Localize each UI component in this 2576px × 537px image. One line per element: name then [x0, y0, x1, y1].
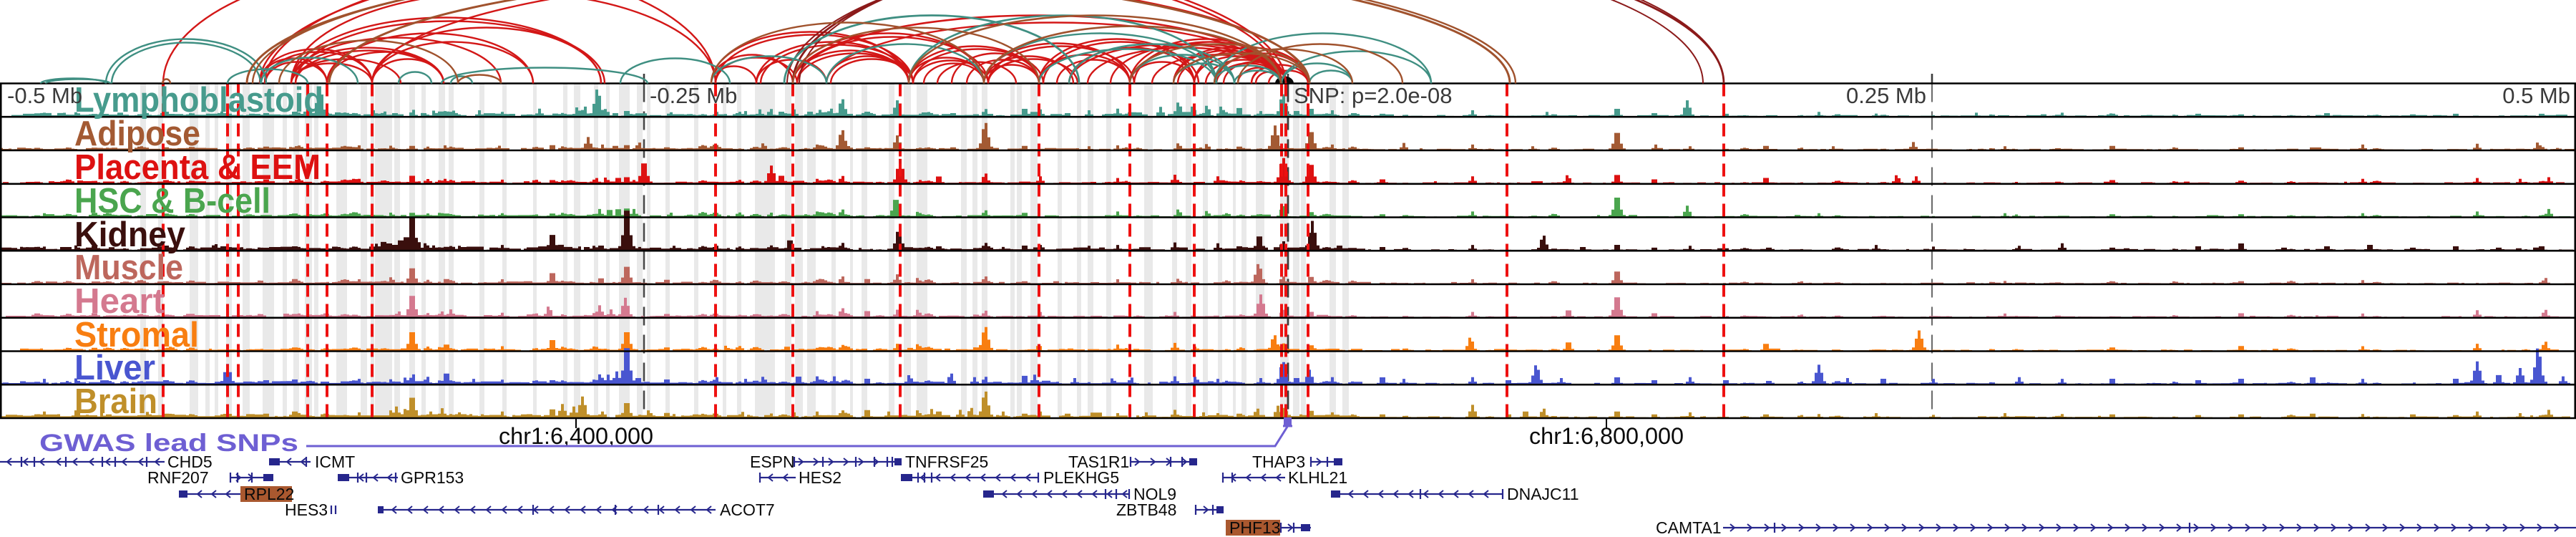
svg-text:DNAJC11: DNAJC11 — [1507, 485, 1579, 503]
svg-text:-0.25 Mb: -0.25 Mb — [650, 83, 737, 108]
svg-text:PLEKHG5: PLEKHG5 — [1043, 468, 1119, 487]
svg-text:Heart: Heart — [74, 282, 165, 321]
svg-text:HES3: HES3 — [285, 500, 328, 519]
svg-text:Stromal: Stromal — [74, 316, 199, 354]
svg-text:Placenta & EEM: Placenta & EEM — [74, 148, 321, 187]
svg-text:Brain: Brain — [74, 382, 157, 421]
svg-text:Lymphoblastoid: Lymphoblastoid — [74, 81, 323, 120]
svg-text:SNP: p=2.0e-08: SNP: p=2.0e-08 — [1294, 83, 1452, 108]
svg-text:Kidney: Kidney — [74, 216, 185, 254]
svg-text:TNFRSF25: TNFRSF25 — [905, 453, 988, 471]
svg-text:CHD5: CHD5 — [167, 453, 213, 471]
svg-text:chr1:6,800,000: chr1:6,800,000 — [1529, 423, 1684, 449]
svg-text:Liver: Liver — [74, 349, 155, 387]
svg-text:THAP3: THAP3 — [1252, 453, 1305, 471]
svg-text:-0.5 Mb: -0.5 Mb — [7, 83, 82, 108]
svg-text:0.5 Mb: 0.5 Mb — [2502, 83, 2570, 108]
svg-text:KLHL21: KLHL21 — [1288, 468, 1347, 487]
svg-text:ACOT7: ACOT7 — [720, 500, 775, 519]
svg-text:NOL9: NOL9 — [1133, 485, 1176, 503]
svg-text:CAMTA1: CAMTA1 — [1656, 518, 1722, 537]
svg-text:GWAS lead SNPs: GWAS lead SNPs — [39, 430, 298, 457]
svg-text:HES2: HES2 — [799, 468, 841, 487]
svg-text:ESPN: ESPN — [750, 453, 795, 471]
svg-text:TAS1R1: TAS1R1 — [1068, 453, 1129, 471]
svg-text:RNF207: RNF207 — [147, 468, 209, 487]
svg-text:0.25 Mb: 0.25 Mb — [1846, 83, 1926, 108]
svg-text:ZBTB48: ZBTB48 — [1116, 500, 1176, 519]
svg-text:PHF13: PHF13 — [1229, 518, 1281, 537]
svg-text:chr1:6,400,000: chr1:6,400,000 — [499, 423, 653, 449]
svg-text:GPR153: GPR153 — [401, 468, 464, 487]
svg-text:RPL22: RPL22 — [244, 485, 294, 503]
svg-text:ICMT: ICMT — [315, 453, 355, 471]
svg-text:Muscle: Muscle — [74, 248, 183, 287]
svg-text:HSC & B-cell: HSC & B-cell — [74, 182, 270, 221]
svg-text:Adipose: Adipose — [74, 115, 200, 153]
